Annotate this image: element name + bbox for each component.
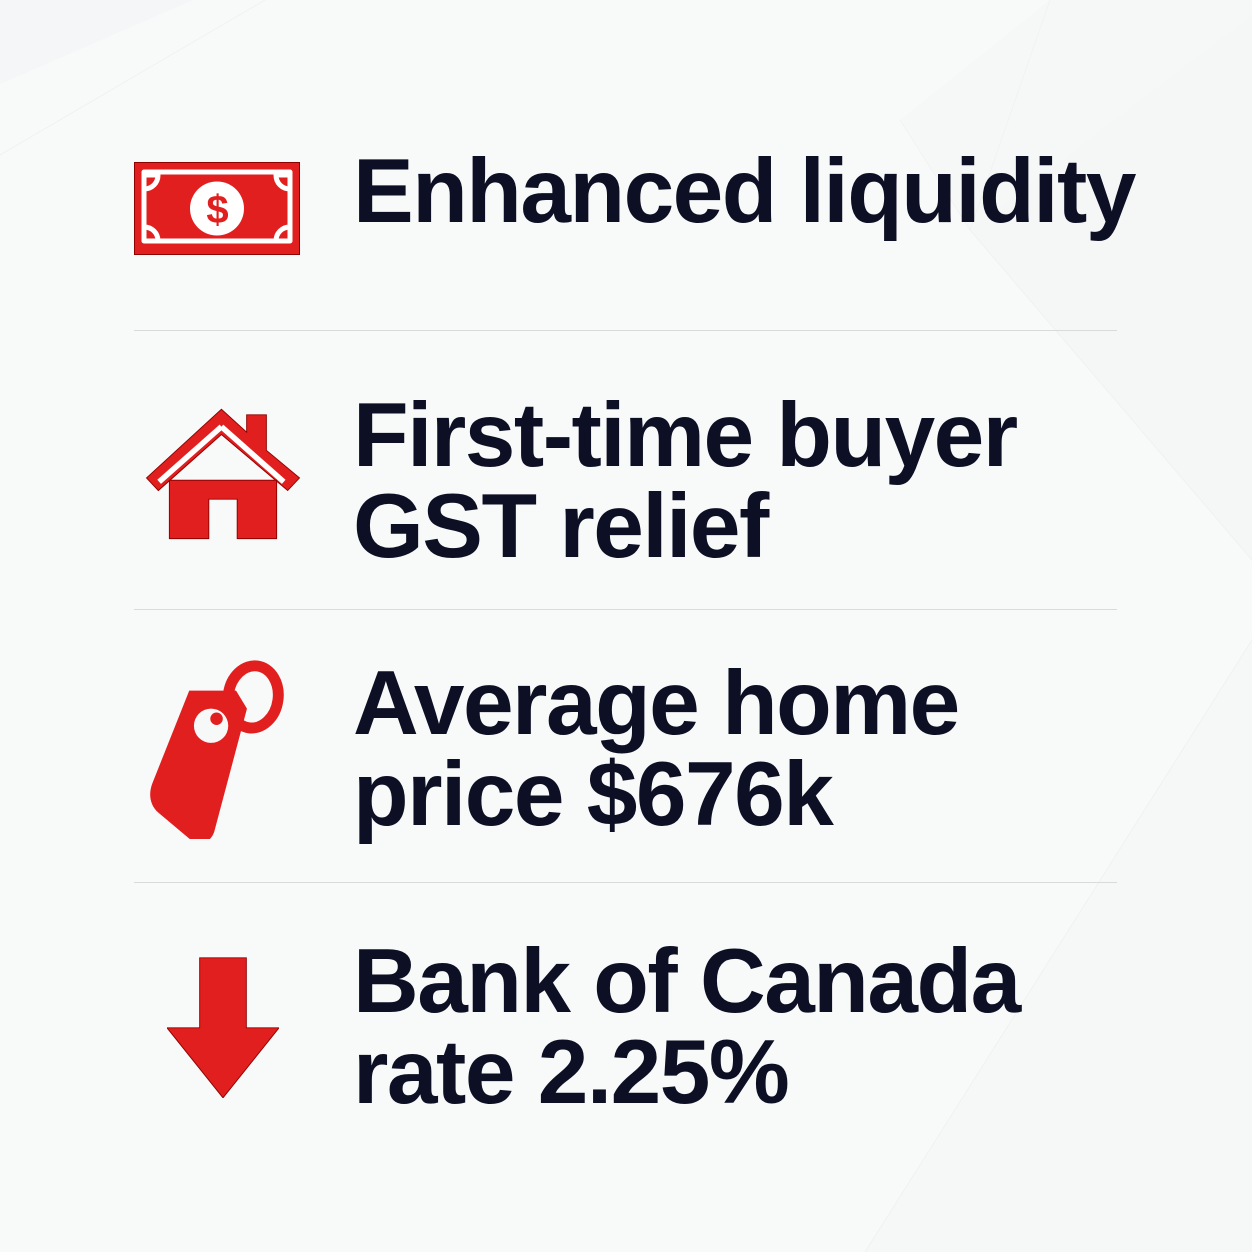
svg-text:$: $ xyxy=(206,188,228,232)
